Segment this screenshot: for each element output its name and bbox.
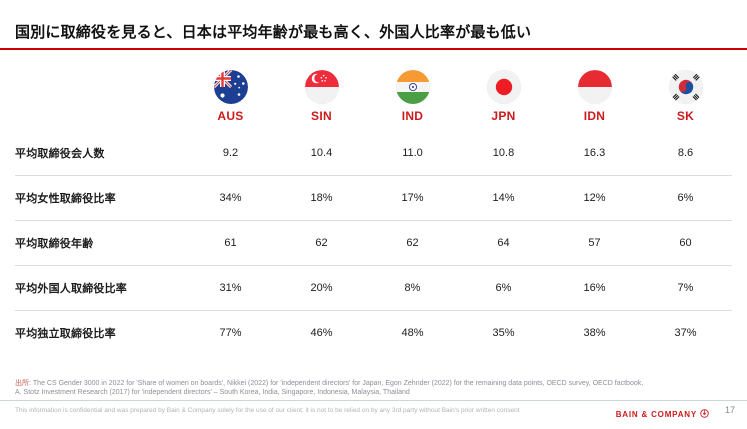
row-label: 平均取締役会人数 (15, 148, 105, 160)
japan-flag-icon (486, 70, 521, 104)
column-header-jpn: JPN (458, 62, 549, 131)
bain-compass-icon (700, 405, 709, 423)
cell-jpn: 10.8 (492, 147, 515, 159)
country-comparison-table: AUS (15, 62, 732, 355)
row-label: 平均女性取締役比率 (15, 193, 116, 205)
cell-sin: 20% (310, 282, 333, 294)
cell-sin: 62 (315, 237, 328, 249)
cell-ind: 11.0 (402, 147, 423, 159)
cell-aus: 61 (224, 237, 237, 249)
cell-ind: 62 (406, 237, 419, 249)
column-label-ind: IND (401, 109, 424, 123)
cell-sk: 6% (677, 192, 694, 204)
cell-sin: 18% (310, 192, 333, 204)
column-header-ind: IND (367, 62, 458, 131)
title-accent-rule (0, 48, 747, 50)
indonesia-flag-icon (577, 70, 612, 104)
confidentiality-disclaimer: This information is confidential and was… (15, 407, 520, 414)
table-row-female-ratio: 平均女性取締役比率 34% 18% 17% 14% 12% 6% (15, 175, 732, 220)
cell-aus: 9.2 (222, 147, 239, 159)
table-header-row: AUS (15, 62, 732, 131)
source-line-2: A. Stotz Investment Research (2017) for … (15, 389, 410, 397)
cell-aus: 34% (219, 192, 242, 204)
page-number: 17 (724, 405, 735, 415)
singapore-flag-icon (304, 70, 339, 104)
column-label-sk: SK (676, 109, 695, 123)
table-row-foreign-ratio: 平均外国人取締役比率 31% 20% 8% 6% 16% 7% (15, 265, 732, 310)
footer-divider (0, 400, 747, 401)
cell-idn: 16.3 (583, 147, 606, 159)
row-label: 平均取締役年齢 (15, 238, 94, 250)
header-spacer (15, 62, 185, 131)
column-label-sin: SIN (311, 109, 332, 123)
cell-aus: 77% (219, 327, 242, 339)
row-label: 平均独立取締役比率 (15, 328, 116, 340)
cell-jpn: 6% (495, 282, 512, 294)
cell-idn: 12% (583, 192, 606, 204)
cell-jpn: 14% (492, 192, 515, 204)
source-text-1: The CS Gender 3000 in 2022 for 'Share of… (32, 380, 644, 387)
cell-sk: 37% (674, 327, 697, 339)
source-line-1: 出所: The CS Gender 3000 in 2022 for 'Shar… (15, 379, 732, 388)
source-footnote: 出所: The CS Gender 3000 in 2022 for 'Shar… (15, 379, 732, 398)
column-header-aus: AUS (185, 62, 276, 131)
column-header-sin: SIN (276, 62, 367, 131)
bain-logo-text: BAIN & COMPANY (615, 409, 697, 419)
cell-ind: 8% (404, 282, 421, 294)
south-korea-flag-icon (668, 70, 703, 104)
cell-sk: 8.6 (677, 147, 694, 159)
cell-idn: 57 (588, 237, 601, 249)
column-label-idn: IDN (583, 109, 606, 123)
page-title: 国別に取締役を見ると、日本は平均年齢が最も高く、外国人比率が最も低い (15, 24, 532, 41)
cell-ind: 48% (401, 327, 424, 339)
cell-aus: 31% (219, 282, 242, 294)
cell-sin: 46% (310, 327, 333, 339)
cell-ind: 17% (401, 192, 424, 204)
cell-jpn: 35% (492, 327, 515, 339)
cell-idn: 38% (583, 327, 606, 339)
table-row-board-size: 平均取締役会人数 9.2 10.4 11.0 10.8 16.3 8.6 (15, 131, 732, 175)
table-row-independent-ratio: 平均独立取締役比率 77% 46% 48% 35% 38% 37% (15, 310, 732, 355)
source-prefix: 出所: (15, 380, 31, 387)
cell-sk: 60 (679, 237, 692, 249)
cell-sk: 7% (677, 282, 694, 294)
row-label: 平均外国人取締役比率 (15, 283, 127, 295)
cell-jpn: 64 (497, 237, 510, 249)
cell-sin: 10.4 (310, 147, 333, 159)
bain-company-logo: BAIN & COMPANY (616, 405, 709, 423)
column-header-sk: SK (640, 62, 731, 131)
india-flag-icon (395, 70, 430, 104)
table-row-average-age: 平均取締役年齢 61 62 62 64 57 60 (15, 220, 732, 265)
cell-idn: 16% (583, 282, 606, 294)
column-label-aus: AUS (217, 109, 244, 123)
column-label-jpn: JPN (491, 109, 516, 123)
australia-flag-icon (213, 70, 248, 104)
column-header-idn: IDN (549, 62, 640, 131)
